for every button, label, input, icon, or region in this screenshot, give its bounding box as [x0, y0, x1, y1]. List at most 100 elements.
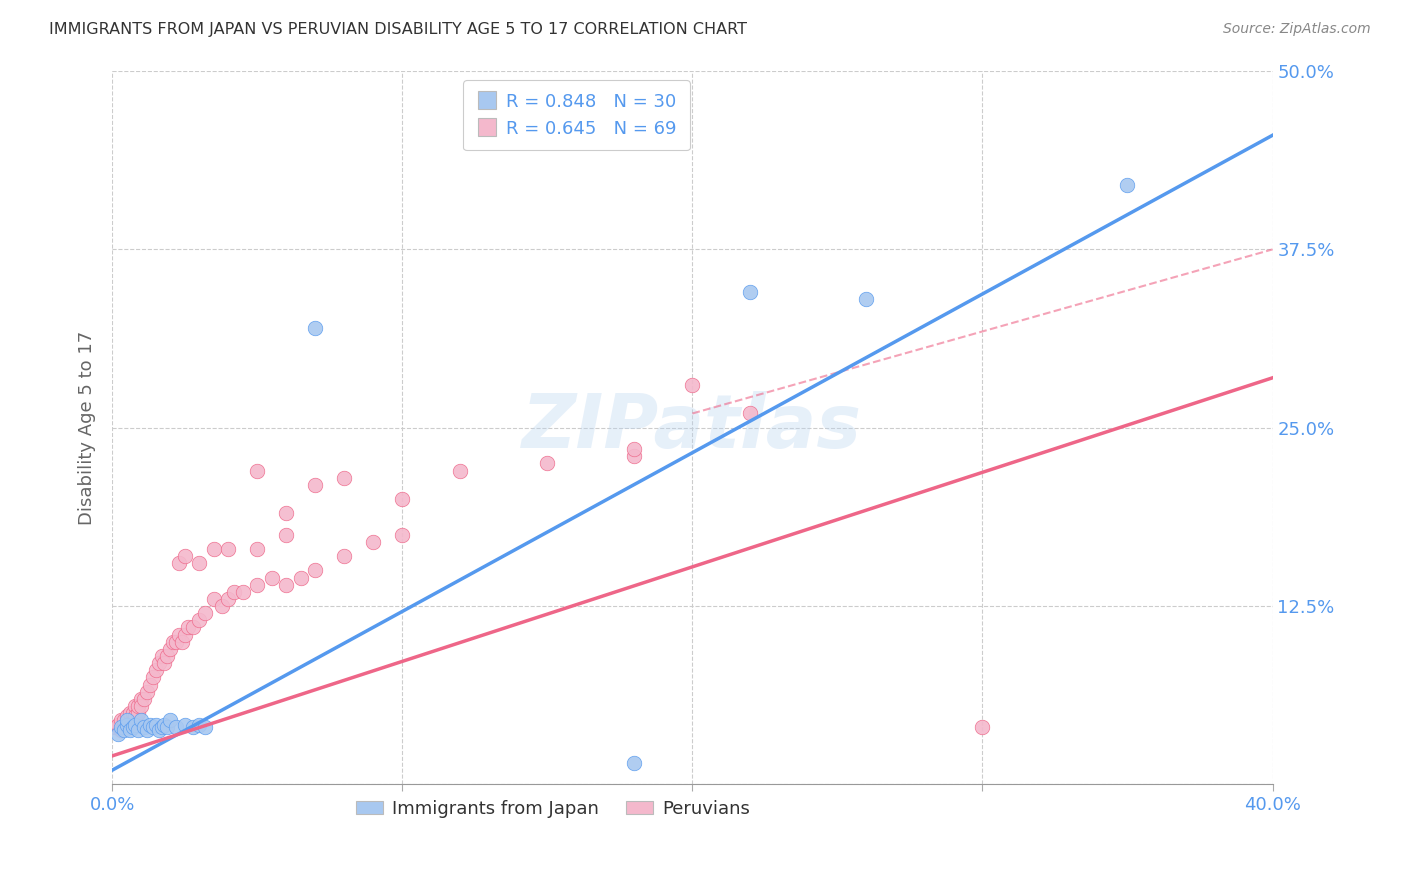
Point [156, 648, 179, 663]
Point [121, 713, 143, 727]
Point [148, 723, 170, 738]
Point [127, 706, 149, 720]
Point [139, 717, 162, 731]
Point [139, 677, 162, 691]
Point [156, 720, 179, 734]
Point [118, 717, 141, 731]
Point [134, 691, 156, 706]
Text: ZIPatlas: ZIPatlas [523, 392, 862, 464]
Point [110, 723, 132, 738]
Point [276, 527, 298, 541]
Legend: Immigrants from Japan, Peruvians: Immigrants from Japan, Peruvians [349, 793, 758, 825]
Point [232, 584, 254, 599]
Point [173, 549, 195, 563]
Point [246, 541, 269, 556]
Point [304, 321, 326, 335]
Point [276, 577, 298, 591]
Point [623, 756, 645, 770]
Point [276, 507, 298, 521]
Point [145, 717, 167, 731]
Point [855, 293, 877, 307]
Point [202, 591, 225, 606]
Point [107, 717, 129, 731]
Point [127, 698, 149, 713]
Point [104, 720, 127, 734]
Point [134, 720, 156, 734]
Point [127, 723, 149, 738]
Point [972, 720, 994, 734]
Point [150, 648, 173, 663]
Point [304, 563, 326, 577]
Point [290, 570, 312, 584]
Point [124, 717, 146, 731]
Text: Source: ZipAtlas.com: Source: ZipAtlas.com [1223, 22, 1371, 37]
Point [222, 584, 245, 599]
Point [112, 713, 135, 727]
Point [623, 442, 645, 457]
Point [363, 534, 385, 549]
Point [115, 717, 138, 731]
Point [183, 620, 205, 634]
Point [202, 541, 225, 556]
Point [145, 663, 167, 677]
Point [118, 706, 141, 720]
Point [1116, 178, 1139, 193]
Point [167, 556, 190, 570]
Point [110, 720, 132, 734]
Point [121, 720, 143, 734]
Point [165, 634, 187, 648]
Point [148, 656, 170, 670]
Point [121, 706, 143, 720]
Text: IMMIGRANTS FROM JAPAN VS PERUVIAN DISABILITY AGE 5 TO 17 CORRELATION CHART: IMMIGRANTS FROM JAPAN VS PERUVIAN DISABI… [49, 22, 747, 37]
Point [246, 577, 269, 591]
Point [176, 620, 198, 634]
Point [740, 285, 762, 300]
Point [211, 599, 233, 613]
Point [170, 634, 193, 648]
Point [112, 717, 135, 731]
Point [150, 720, 173, 734]
Point [188, 717, 211, 731]
Y-axis label: Disability Age 5 to 17: Disability Age 5 to 17 [79, 331, 96, 524]
Point [536, 457, 558, 471]
Point [194, 606, 217, 620]
Point [136, 684, 159, 698]
Point [333, 471, 356, 485]
Point [129, 713, 152, 727]
Point [115, 720, 138, 734]
Point [162, 634, 184, 648]
Point [159, 641, 181, 656]
Point [188, 556, 211, 570]
Point [110, 713, 132, 727]
Point [391, 527, 413, 541]
Point [129, 691, 152, 706]
Point [183, 720, 205, 734]
Point [194, 720, 217, 734]
Point [129, 698, 152, 713]
Point [167, 627, 190, 641]
Point [260, 570, 283, 584]
Point [246, 464, 269, 478]
Point [333, 549, 356, 563]
Point [124, 709, 146, 723]
Point [188, 613, 211, 627]
Point [153, 656, 176, 670]
Point [173, 717, 195, 731]
Point [623, 450, 645, 464]
Point [217, 591, 239, 606]
Point [173, 627, 195, 641]
Point [142, 670, 165, 684]
Point [115, 709, 138, 723]
Point [153, 717, 176, 731]
Point [159, 713, 181, 727]
Point [112, 723, 135, 738]
Point [449, 464, 471, 478]
Point [217, 541, 239, 556]
Point [142, 720, 165, 734]
Point [124, 698, 146, 713]
Point [740, 407, 762, 421]
Point [115, 713, 138, 727]
Point [681, 378, 703, 392]
Point [118, 723, 141, 738]
Point [165, 720, 187, 734]
